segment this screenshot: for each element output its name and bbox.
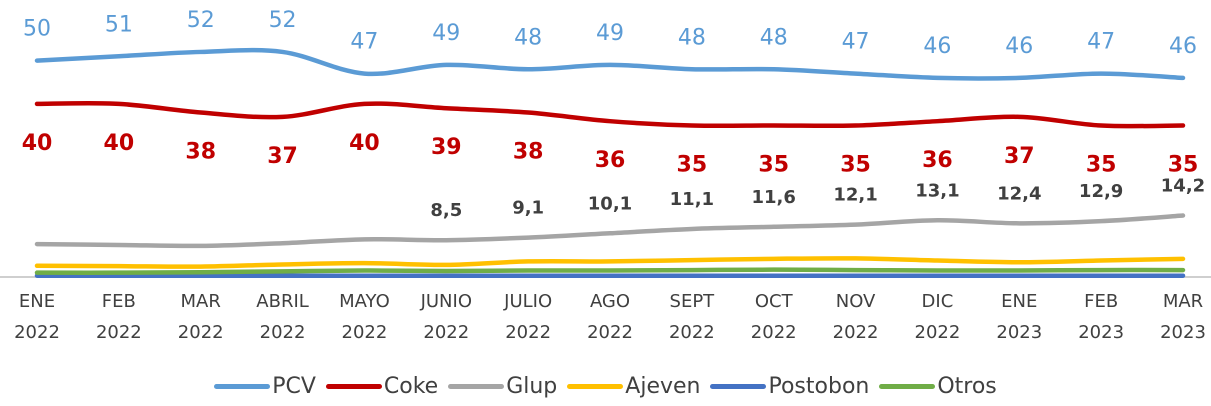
series-line — [34, 267, 1186, 275]
x-tick-label: SEPT 2022 — [668, 291, 715, 343]
data-label: 13,1 — [915, 180, 959, 201]
legend-swatch — [214, 384, 271, 389]
data-label: 35 — [1086, 153, 1117, 178]
legend-item: Glup — [448, 374, 557, 399]
data-label: 11,1 — [670, 189, 714, 210]
data-label: 49 — [432, 21, 460, 46]
x-tick-label: DIC 2022 — [914, 291, 961, 343]
legend-label: Postobon — [768, 374, 870, 399]
x-tick-label: FEB 2022 — [95, 291, 142, 343]
legend-label: Coke — [383, 374, 439, 399]
data-label: 48 — [514, 25, 542, 50]
x-tick-label: FEB 2023 — [1078, 291, 1125, 343]
data-label: 47 — [350, 30, 378, 55]
data-label: 46 — [1169, 34, 1197, 59]
data-label: 35 — [840, 153, 871, 178]
legend-label: Otros — [937, 374, 997, 399]
x-tick-label: ENE 2023 — [996, 291, 1043, 343]
x-tick-label: ABRIL 2022 — [256, 291, 309, 343]
series-line — [34, 256, 1186, 269]
x-tick-label: JUNIO 2022 — [420, 291, 472, 343]
data-label: 35 — [677, 153, 708, 178]
data-label: 47 — [842, 30, 870, 55]
legend-swatch — [567, 384, 624, 389]
data-label: 46 — [1005, 34, 1033, 59]
data-label: 46 — [923, 34, 951, 59]
legend-item: Ajeven — [567, 374, 700, 399]
x-tick-label: ENE 2022 — [14, 291, 60, 343]
data-label: 14,2 — [1161, 176, 1205, 197]
data-label: 36 — [922, 148, 953, 173]
data-label: 48 — [678, 25, 706, 50]
data-label: 11,6 — [752, 187, 796, 208]
data-label: 12,4 — [997, 183, 1041, 204]
data-label: 38 — [185, 140, 216, 165]
x-tick-label: OCT 2022 — [750, 291, 797, 343]
legend-item: Coke — [325, 374, 439, 399]
series-line — [34, 100, 1186, 129]
data-label: 8,5 — [430, 200, 462, 221]
data-label: 10,1 — [588, 193, 632, 214]
legend-swatch — [710, 384, 767, 389]
legend-swatch — [325, 384, 382, 389]
data-label: 37 — [1004, 144, 1035, 169]
data-label: 38 — [513, 140, 544, 165]
data-label: 35 — [1168, 153, 1199, 178]
data-label: 9,1 — [512, 198, 544, 219]
data-label: 35 — [758, 153, 789, 178]
data-label: 39 — [431, 135, 462, 160]
legend-label: Ajeven — [625, 374, 701, 399]
series-line — [34, 213, 1186, 249]
data-label: 50 — [23, 17, 51, 42]
x-tick-label: MAR 2022 — [177, 291, 224, 343]
x-tick-label: MAYO 2022 — [339, 291, 390, 343]
legend-label: Glup — [506, 374, 558, 399]
data-label: 40 — [349, 131, 380, 156]
data-label: 51 — [105, 12, 133, 37]
data-label: 52 — [187, 8, 215, 33]
data-label: 52 — [269, 8, 297, 33]
legend-item: Postobon — [710, 374, 869, 399]
series-line — [34, 47, 1186, 81]
legend-swatch — [879, 384, 936, 389]
data-label: 36 — [595, 148, 626, 173]
legend-label: PCV — [272, 374, 316, 399]
data-label: 12,1 — [833, 185, 877, 206]
data-label: 48 — [760, 25, 788, 50]
legend: PCV Coke Glup Ajeven Postobon Otros — [0, 374, 1211, 399]
data-label: 37 — [267, 144, 298, 169]
legend-item: PCV — [214, 374, 316, 399]
data-label: 40 — [22, 131, 53, 156]
x-tick-label: NOV 2022 — [832, 291, 879, 343]
x-tick-label: JULIO 2022 — [504, 291, 553, 343]
data-label: 47 — [1087, 30, 1115, 55]
legend-item: Otros — [879, 374, 997, 399]
x-tick-label: MAR 2023 — [1160, 291, 1206, 343]
data-label: 49 — [596, 21, 624, 46]
x-tick-label: AGO 2022 — [587, 291, 633, 343]
legend-swatch — [448, 384, 505, 389]
data-label: 12,9 — [1079, 181, 1123, 202]
data-label: 40 — [104, 131, 135, 156]
